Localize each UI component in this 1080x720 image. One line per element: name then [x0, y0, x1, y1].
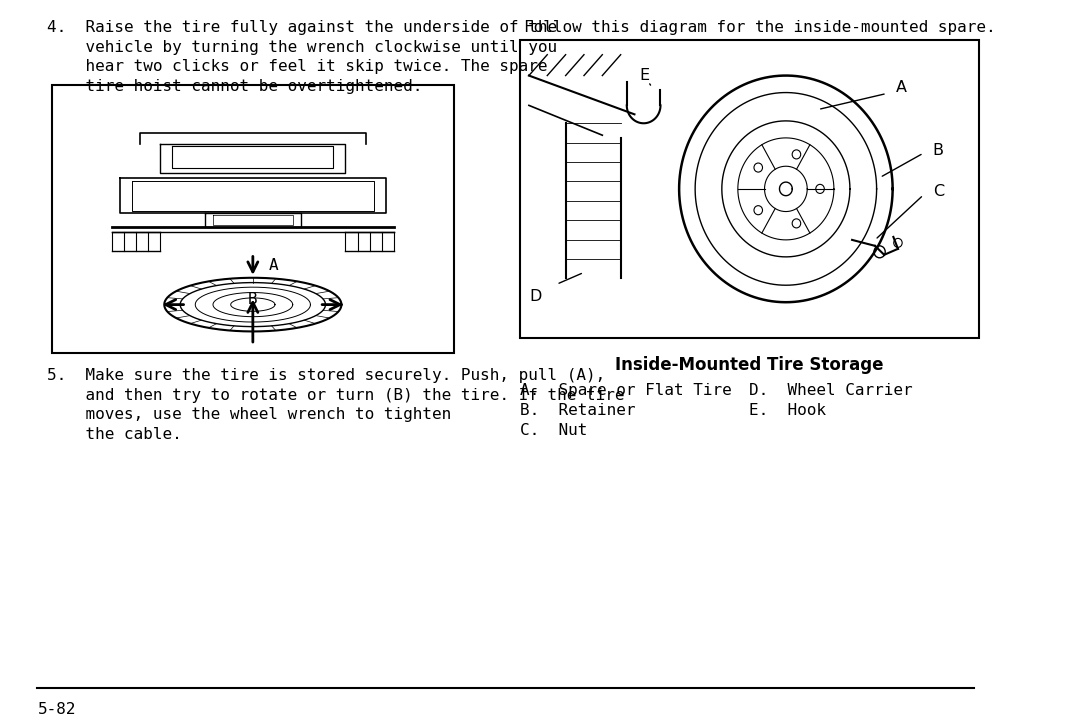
Text: A: A [896, 80, 907, 95]
Text: D: D [529, 289, 541, 304]
Circle shape [874, 246, 886, 258]
Text: Follow this diagram for the inside-mounted spare.: Follow this diagram for the inside-mount… [525, 20, 996, 35]
Text: 5-82: 5-82 [38, 702, 76, 717]
Circle shape [754, 206, 762, 215]
Text: E: E [639, 68, 649, 83]
Text: 5.  Make sure the tire is stored securely. Push, pull (A),
    and then try to r: 5. Make sure the tire is stored securely… [46, 368, 624, 442]
Circle shape [792, 219, 800, 228]
Text: A.  Spare or Flat Tire: A. Spare or Flat Tire [519, 383, 731, 397]
Text: A: A [269, 258, 279, 273]
Text: C.  Nut: C. Nut [519, 423, 588, 438]
Text: B: B [248, 292, 258, 307]
Text: B: B [933, 143, 944, 158]
Text: B.  Retainer: B. Retainer [519, 402, 635, 418]
Text: C: C [933, 184, 944, 199]
Text: Inside-Mounted Tire Storage: Inside-Mounted Tire Storage [615, 356, 883, 374]
Circle shape [792, 150, 800, 159]
Text: D.  Wheel Carrier: D. Wheel Carrier [750, 383, 913, 397]
Text: 4.  Raise the tire fully against the underside of the
    vehicle by turning the: 4. Raise the tire fully against the unde… [46, 20, 557, 94]
Bar [519, 40, 978, 338]
Circle shape [894, 238, 902, 248]
Circle shape [754, 163, 762, 172]
Text: E.  Hook: E. Hook [750, 402, 826, 418]
Bar [52, 84, 455, 353]
Circle shape [815, 184, 824, 194]
